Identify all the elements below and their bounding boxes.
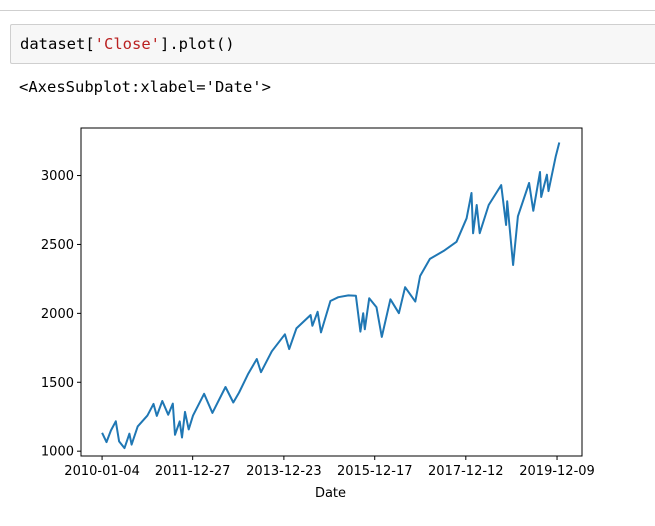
y-tick-label: 1000	[41, 445, 74, 460]
x-tick-label: 2017-12-12	[428, 464, 504, 479]
y-tick-label: 1500	[41, 376, 74, 391]
code-line: dataset['Close'].plot()	[20, 35, 235, 53]
x-tick-label: 2011-12-27	[155, 464, 231, 479]
x-tick-label: 2019-12-09	[519, 464, 595, 479]
axes-frame	[80, 127, 583, 457]
string-literal: 'Close'	[94, 35, 160, 53]
code-cell-input[interactable]: dataset['Close'].plot()	[10, 24, 655, 64]
y-tick-label: 3000	[41, 169, 74, 184]
x-tick-label: 2013-12-23	[246, 464, 322, 479]
x-axis-label: Date	[315, 486, 346, 501]
y-tick-label: 2000	[41, 307, 74, 322]
x-tick-label: 2010-01-04	[64, 464, 140, 479]
output-repr: <AxesSubplot:xlabel='Date'>	[19, 78, 271, 96]
close-price-line	[101, 142, 561, 450]
y-tick-label: 2500	[41, 238, 74, 253]
x-tick-label: 2015-12-17	[337, 464, 413, 479]
cell-separator	[0, 10, 655, 11]
